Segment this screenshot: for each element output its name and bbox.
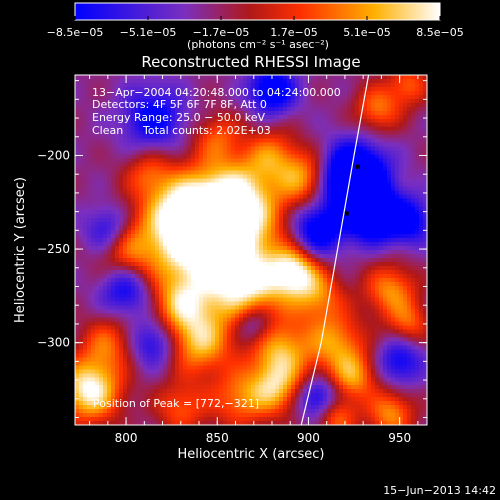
y-axis-ticks: −200 −250 −300	[37, 80, 427, 419]
plot-area	[74, 74, 428, 426]
y-tick-label: −300	[37, 336, 70, 350]
footer-timestamp: 15−Jun−2013 14:42	[383, 484, 496, 497]
y-axis-label: Heliocentric Y (arcsec)	[13, 177, 28, 323]
x-axis-ticks: 800 850 900 950	[89, 75, 419, 445]
x-tick-label: 900	[297, 431, 320, 445]
solar-limb-curve	[300, 75, 370, 425]
peak-marker	[344, 211, 349, 216]
colorbar	[74, 2, 441, 21]
x-tick-label: 850	[206, 431, 229, 445]
annotation-detectors: Detectors: 4F 5F 6F 7F 8F, Att 0	[92, 98, 267, 111]
colorbar-tick-label: −1.7e−05	[193, 26, 250, 39]
x-tick-label: 950	[388, 431, 411, 445]
colorbar-unit-label: (photons cm⁻² s⁻¹ asec⁻²)	[187, 38, 329, 51]
annotation-time-range: 13−Apr−2004 04:20:48.000 to 04:24:00.000	[92, 86, 341, 99]
annotation-clean: Clean	[92, 124, 123, 137]
heatmap-image	[75, 75, 427, 425]
annotation-peak-position: Position of Peak = [772,−321]	[93, 397, 259, 410]
colorbar-tick-label: 1.7e−05	[270, 26, 317, 39]
colorbar-tick-label: −8.5e−05	[47, 26, 104, 39]
plot-frame	[74, 74, 428, 426]
x-axis-label: Heliocentric X (arcsec)	[178, 447, 325, 462]
chart-title: Reconstructed RHESSI Image	[141, 53, 360, 71]
x-tick-label: 800	[115, 431, 138, 445]
annotation-total-counts: Total counts: 2.02E+03	[142, 124, 271, 137]
colorbar-ticks: −8.5e−05 −5.1e−05 −1.7e−05 1.7e−05 5.1e−05 8.…	[47, 16, 464, 39]
y-tick-label: −250	[37, 242, 70, 256]
y-tick-label: −200	[37, 148, 70, 162]
colorbar-tick-label: 8.5e−05	[416, 26, 463, 39]
annotation-energy-range: Energy Range: 25.0 − 50.0 keV	[92, 111, 266, 124]
peak-marker	[355, 164, 360, 169]
colorbar-tick-label: 5.1e−05	[343, 26, 390, 39]
colorbar-tick-label: −5.1e−05	[120, 26, 177, 39]
peak-markers	[344, 164, 360, 216]
